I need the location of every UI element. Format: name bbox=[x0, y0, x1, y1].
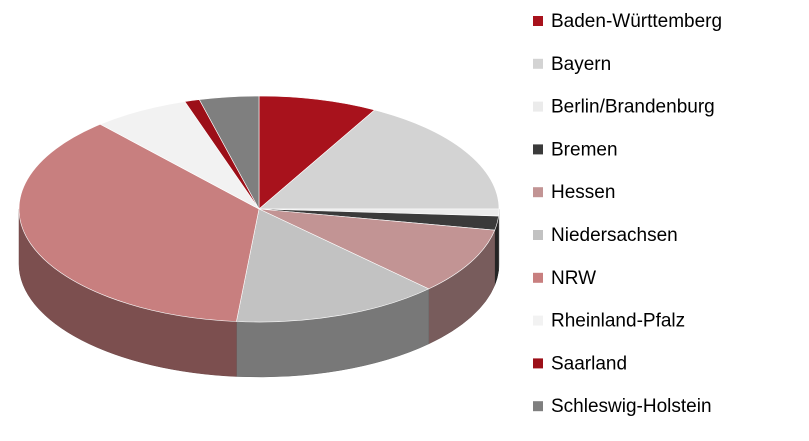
legend-label: Baden-Württemberg bbox=[551, 11, 722, 32]
legend-label: Hessen bbox=[551, 182, 615, 203]
legend-label: Schleswig-Holstein bbox=[551, 396, 712, 417]
slice bbox=[258, 109, 500, 210]
legend-label: Bremen bbox=[551, 139, 618, 160]
legend-label: Bayern bbox=[551, 54, 611, 75]
legend-swatch bbox=[533, 101, 543, 112]
slice bbox=[236, 208, 430, 323]
legend-swatch bbox=[533, 272, 543, 283]
legend-swatch bbox=[533, 358, 543, 369]
legend-swatch bbox=[533, 315, 543, 326]
legend-swatch bbox=[533, 144, 543, 155]
legend-label: Saarland bbox=[551, 353, 627, 374]
legend-swatch bbox=[533, 401, 543, 412]
legend-label: Rheinland-Pfalz bbox=[551, 311, 685, 332]
legend-label: Niedersachsen bbox=[551, 225, 678, 246]
slice bbox=[18, 123, 260, 322]
slice bbox=[198, 95, 260, 210]
legend-label: NRW bbox=[551, 268, 596, 289]
slice bbox=[258, 95, 376, 210]
pie-sides bbox=[18, 208, 500, 378]
legend-swatch bbox=[533, 230, 543, 240]
slice bbox=[258, 208, 496, 290]
pie-top bbox=[18, 95, 500, 323]
legend-label: Berlin/Brandenburg bbox=[551, 97, 715, 118]
legend-swatch bbox=[533, 16, 543, 26]
legend-swatch bbox=[533, 58, 543, 69]
legend-swatch bbox=[533, 187, 543, 198]
